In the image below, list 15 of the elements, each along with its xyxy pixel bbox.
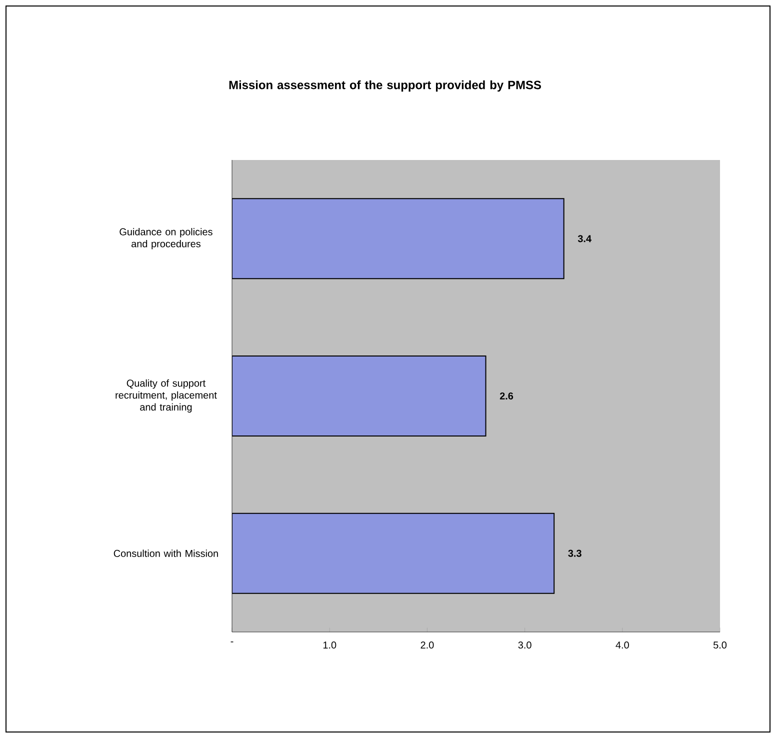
data-label: 3.3 bbox=[568, 550, 582, 557]
bar bbox=[232, 355, 486, 436]
chart-title: Mission assessment of the support provided by PMSS bbox=[229, 80, 541, 92]
data-label: 2.6 bbox=[500, 392, 514, 400]
y-tick-label: Consultion with Mission bbox=[114, 550, 218, 557]
y-tick-label: Guidance on policies and procedures bbox=[120, 228, 212, 250]
x-tick-label: 4.0 bbox=[616, 642, 629, 649]
x-tick-label: 1.0 bbox=[323, 642, 336, 649]
data-label: 3.4 bbox=[578, 235, 592, 242]
bar bbox=[232, 198, 564, 280]
x-tick-label: 5.0 bbox=[713, 642, 727, 649]
x-tick-label: 3.0 bbox=[518, 642, 532, 649]
bar bbox=[232, 512, 555, 594]
y-tick-label: Quality of support recruitment, placement and training bbox=[116, 379, 217, 413]
x-tick-label: 2.0 bbox=[420, 642, 434, 649]
